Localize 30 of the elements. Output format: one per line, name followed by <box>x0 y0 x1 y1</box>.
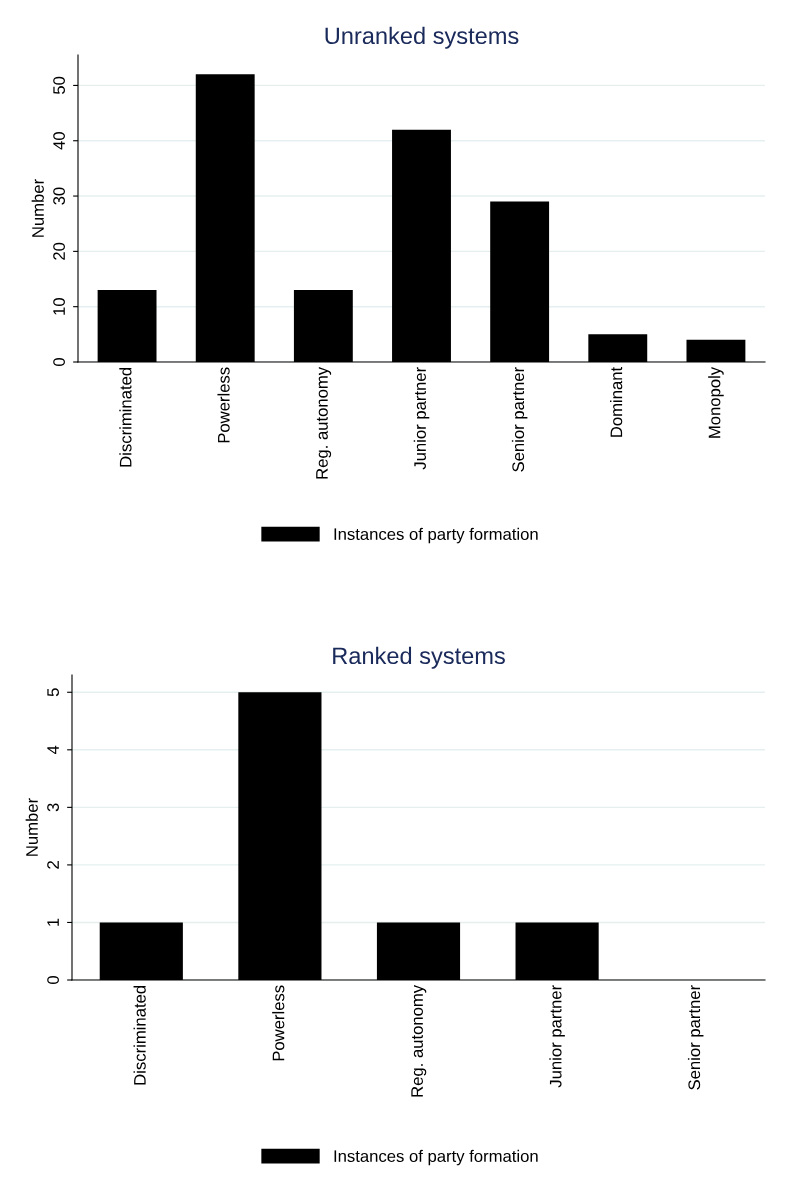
y-tick-label: 4 <box>47 745 59 755</box>
y-tick-label: 5 <box>47 688 59 697</box>
x-tick-label: Discriminated <box>119 367 132 467</box>
y-tick-label: 10 <box>53 298 65 315</box>
y-axis-title: Number <box>31 179 44 237</box>
y-axis-title: Number <box>25 798 38 856</box>
x-tick-label: Senior partner <box>687 985 704 1090</box>
chart-title: Unranked systems <box>325 26 519 49</box>
x-tick-label: Powerless <box>217 367 230 443</box>
y-tick-label: 20 <box>53 242 65 260</box>
y-tick-label: 3 <box>47 803 59 812</box>
y-tick-label: 50 <box>53 76 65 95</box>
x-tick-label: Senior partner <box>511 367 528 472</box>
y-tick-label: 40 <box>53 132 65 150</box>
x-tick-label: Powerless <box>272 985 285 1061</box>
legend-label: Instances of party formation <box>334 1149 538 1166</box>
y-tick-label: 0 <box>47 976 59 984</box>
y-tick-label: 0 <box>53 358 65 366</box>
x-tick-label: Discriminated <box>133 985 146 1085</box>
x-tick-label: Junior partner <box>549 985 565 1088</box>
y-tick-label: 1 <box>47 918 59 926</box>
x-tick-label: Reg. autonomy <box>316 366 332 479</box>
y-tick-label: 2 <box>47 861 59 869</box>
x-tick-label: Reg. autonomy <box>411 984 427 1097</box>
x-tick-label: Dominant <box>610 366 623 437</box>
x-tick-label: Junior partner <box>413 367 430 470</box>
y-tick-label: 30 <box>53 187 65 205</box>
x-tick-label: Monopoly <box>708 366 724 438</box>
chart-title: Ranked systems <box>333 646 505 669</box>
legend-label: Instances of party formation <box>334 527 538 544</box>
